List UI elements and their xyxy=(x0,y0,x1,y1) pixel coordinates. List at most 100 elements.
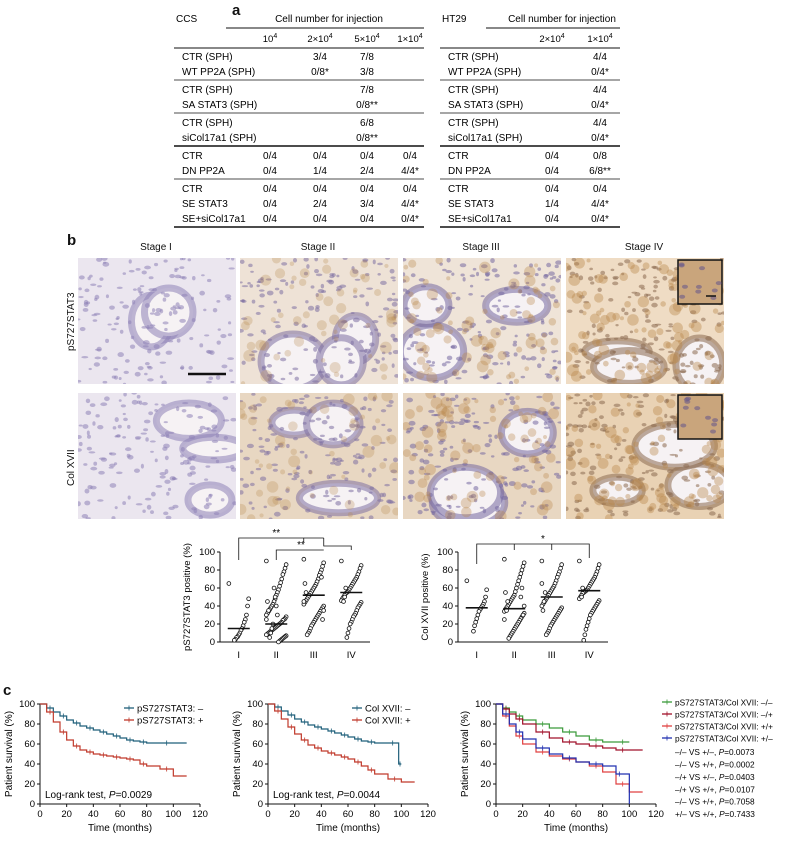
x-tick-label: 80 xyxy=(141,809,152,820)
data-point xyxy=(301,556,307,562)
data-point xyxy=(272,594,278,600)
comparison-p-value: +/– VS +/+, P=0.7433 xyxy=(675,809,755,819)
y-tick-label: 0 xyxy=(210,637,215,648)
row-label: siCol17a1 (SPH) xyxy=(182,133,256,144)
cell-value: 6/8** xyxy=(589,166,611,177)
x-tick-label: II xyxy=(512,650,517,661)
x-tick-label: 80 xyxy=(597,809,608,820)
data-point xyxy=(267,635,272,640)
y-tick-label: 20 xyxy=(204,619,215,630)
legend-label: pS727STAT3/Col XVII: –/– xyxy=(675,698,773,708)
y-tick-label: 20 xyxy=(24,779,35,790)
data-point xyxy=(540,608,546,613)
data-point xyxy=(520,612,526,618)
row-label: SE STAT3 xyxy=(182,199,228,210)
cell-value: 0/4 xyxy=(263,184,277,195)
x-axis-label: Time (months) xyxy=(88,823,152,834)
data-point xyxy=(344,635,350,640)
row-label: WT PP2A (SPH) xyxy=(182,67,255,78)
x-tick-label: 100 xyxy=(621,809,637,820)
ccs-table: CCS Cell number for injection 104 2×104 5×10… xyxy=(174,14,424,228)
data-point xyxy=(319,574,324,580)
x-tick-label: IV xyxy=(585,650,595,661)
ht29-table: HT29 Cell number for injection 2×104 1×104 C… xyxy=(440,14,620,228)
cell-value: 0/4 xyxy=(545,184,559,195)
data-point xyxy=(502,556,507,562)
sig-mark: * xyxy=(541,534,545,545)
x-tick-label: II xyxy=(274,650,279,661)
y-tick-label: 100 xyxy=(19,699,35,710)
sig-mark: ** xyxy=(297,540,305,551)
legend-label: Col XVII: + xyxy=(365,716,411,727)
survival-curve-combined: 0 20 40 60 80 100 0 20 40 60 80 100 120 Time (months)… xyxy=(460,698,773,835)
cell-value: 0/4* xyxy=(401,214,419,225)
y-tick-label: 80 xyxy=(480,719,491,730)
data-point xyxy=(502,617,507,622)
legend-label: pS727STAT3: + xyxy=(137,716,204,727)
cell-value: 0/4 xyxy=(545,151,559,162)
cell-value: 0/4 xyxy=(545,166,559,177)
x-tick-label: III xyxy=(548,650,556,661)
stage-label: Stage IV xyxy=(624,242,664,253)
cell-value: 0/4* xyxy=(591,100,609,111)
cell-value: 4/4 xyxy=(593,85,607,96)
x-tick-label: 20 xyxy=(289,809,300,820)
y-tick-label: 0 xyxy=(448,637,453,648)
x-tick-label: I xyxy=(237,650,240,661)
column-header: 104 xyxy=(263,33,278,45)
data-point xyxy=(226,581,232,586)
table-header: Cell number for injection xyxy=(275,14,383,25)
stage-label: Stage II xyxy=(300,242,336,253)
row-label: SE STAT3 xyxy=(448,199,494,210)
data-point xyxy=(543,632,549,638)
cell-value: 0/4 xyxy=(263,199,277,210)
data-point xyxy=(342,594,347,600)
y-axis-label: pS727STAT3 positive (%) xyxy=(182,543,193,651)
cell-value: 0/4 xyxy=(403,184,417,195)
y-tick-label: 80 xyxy=(204,565,215,576)
cell-value: 0/4 xyxy=(263,151,277,162)
cell-value: 0/8* xyxy=(311,67,329,78)
row-label: CTR xyxy=(182,184,203,195)
x-tick-label: 100 xyxy=(393,809,409,820)
survival-curve-colxvii: 0 20 40 60 80 100 0 20 40 60 80 100 120 Time (months)… xyxy=(232,699,436,834)
x-tick-label: 20 xyxy=(61,809,72,820)
cell-value: 0/4* xyxy=(591,214,609,225)
cell-value: 7/8 xyxy=(360,52,374,63)
x-tick-label: 0 xyxy=(37,809,42,820)
legend-label: pS727STAT3/Col XVII: –/+ xyxy=(675,710,773,720)
y-tick-label: 100 xyxy=(437,547,453,558)
data-point xyxy=(345,630,351,636)
cell-value: 0/8** xyxy=(356,100,378,111)
data-point xyxy=(539,581,545,586)
y-axis-label: Patient survival (%) xyxy=(460,711,471,797)
survival-line xyxy=(496,703,630,804)
data-point xyxy=(275,612,280,618)
y-tick-label: 60 xyxy=(204,583,215,594)
cell-value: 0/4* xyxy=(591,67,609,78)
row-label: siCol17a1 (SPH) xyxy=(448,133,522,144)
row-label: CTR xyxy=(448,151,469,162)
data-point xyxy=(246,596,251,602)
comparison-p-value: –/– VS +/+, P=0.7058 xyxy=(675,797,755,807)
cell-value: 3/4 xyxy=(313,52,327,63)
cell-value: 0/4 xyxy=(360,214,374,225)
survival-line xyxy=(40,703,187,744)
data-point xyxy=(244,612,249,618)
x-tick-label: 40 xyxy=(316,809,327,820)
column-header: 1×104 xyxy=(587,33,612,45)
data-point xyxy=(280,572,286,577)
y-tick-label: 0 xyxy=(486,799,491,810)
row-label: SA STAT3 (SPH) xyxy=(448,100,523,111)
y-tick-label: 80 xyxy=(442,565,453,576)
y-tick-label: 60 xyxy=(480,739,491,750)
cell-value: 3/8 xyxy=(360,67,374,78)
data-point xyxy=(518,594,524,600)
x-tick-label: 20 xyxy=(517,809,528,820)
cell-value: 2/4 xyxy=(313,199,327,210)
cell-value: 0/4 xyxy=(263,166,277,177)
x-tick-label: 80 xyxy=(369,809,380,820)
data-point xyxy=(265,599,270,604)
